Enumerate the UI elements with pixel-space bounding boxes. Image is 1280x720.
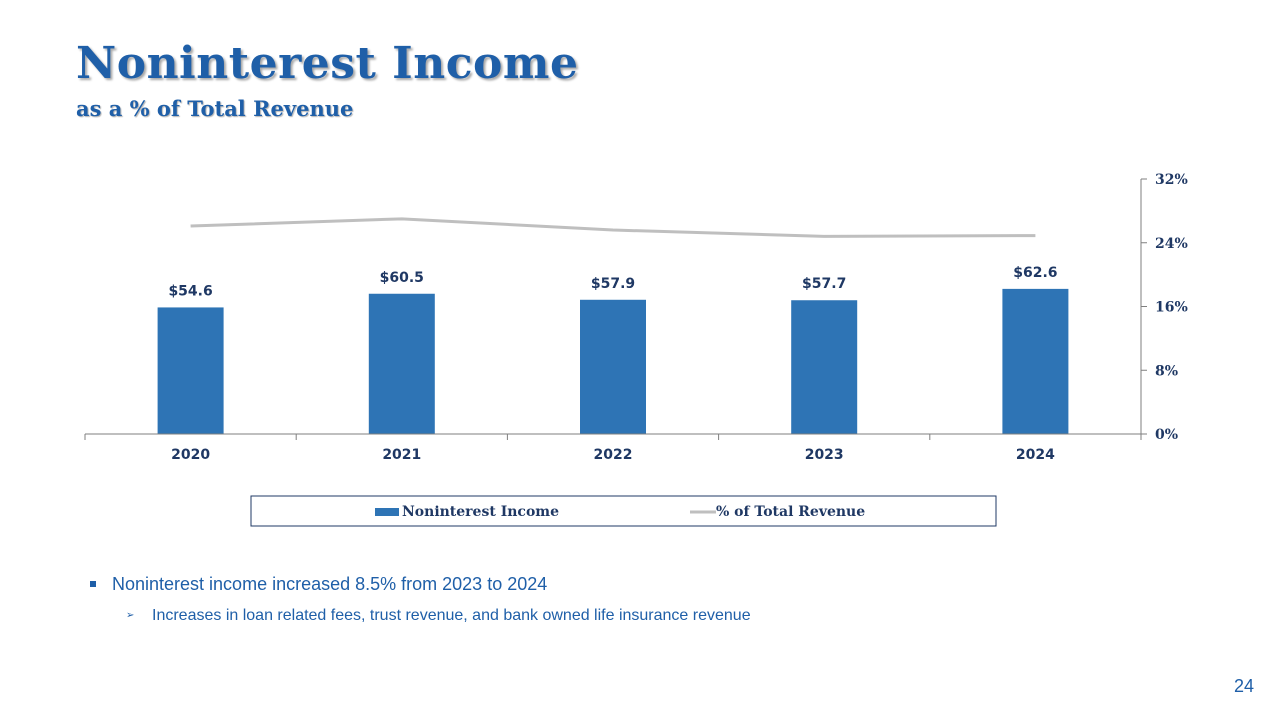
bullet-sub-text: Increases in loan related fees, trust re…: [152, 607, 751, 624]
noninterest-income-chart: $54.6 $60.5 $57.9 $57.7 $62.6 2020 2021 2022 202…: [84, 172, 1188, 527]
page-subtitle: as a % of Total Revenue: [76, 96, 354, 121]
bar-2020: [157, 307, 224, 434]
x-tick-label-2024: 2024: [1016, 447, 1055, 463]
bullet-list: Noninterest income increased 8.5% from 2…: [88, 572, 751, 626]
bar-2024: [1002, 288, 1069, 434]
bar-value-label-2024: $62.6: [1013, 265, 1057, 281]
legend-swatch-bar: [375, 508, 399, 516]
legend-box: [250, 495, 997, 527]
y-tick-label-8: 8%: [1155, 363, 1178, 379]
bar-value-label-2022: $57.9: [591, 276, 635, 292]
x-tick-label-2020: 2020: [171, 447, 210, 463]
bullet-sub: ➢ Increases in loan related fees, trust …: [124, 606, 751, 626]
y-tick-label-16: 16%: [1155, 300, 1188, 316]
arrow-bullet-icon: ➢: [126, 610, 135, 621]
bar-value-label-2021: $60.5: [380, 270, 424, 286]
x-tick-label-2021: 2021: [382, 447, 421, 463]
bar-2022: [580, 299, 646, 434]
x-tick-label-2023: 2023: [805, 447, 844, 463]
x-tick-label-2022: 2022: [594, 447, 633, 463]
bar-value-label-2020: $54.6: [168, 283, 212, 299]
legend-label-percent-total-revenue: % of Total Revenue: [716, 504, 865, 520]
y-tick-label-0: 0%: [1155, 427, 1178, 443]
legend-label-noninterest-income: Noninterest Income: [402, 504, 559, 520]
y-tick-label-24: 24%: [1155, 236, 1188, 252]
bar-2021: [368, 293, 435, 434]
y-tick-label-32: 32%: [1155, 172, 1188, 188]
bar-value-label-2023: $57.7: [802, 276, 846, 292]
percent-total-revenue-line: [190, 217, 1036, 238]
page-number: 24: [1233, 676, 1254, 696]
bullet-main: Noninterest income increased 8.5% from 2…: [88, 572, 751, 596]
bullet-main-text: Noninterest income increased 8.5% from 2…: [112, 574, 548, 594]
page-title: Noninterest Income: [76, 38, 579, 89]
bar-2023: [791, 300, 858, 434]
